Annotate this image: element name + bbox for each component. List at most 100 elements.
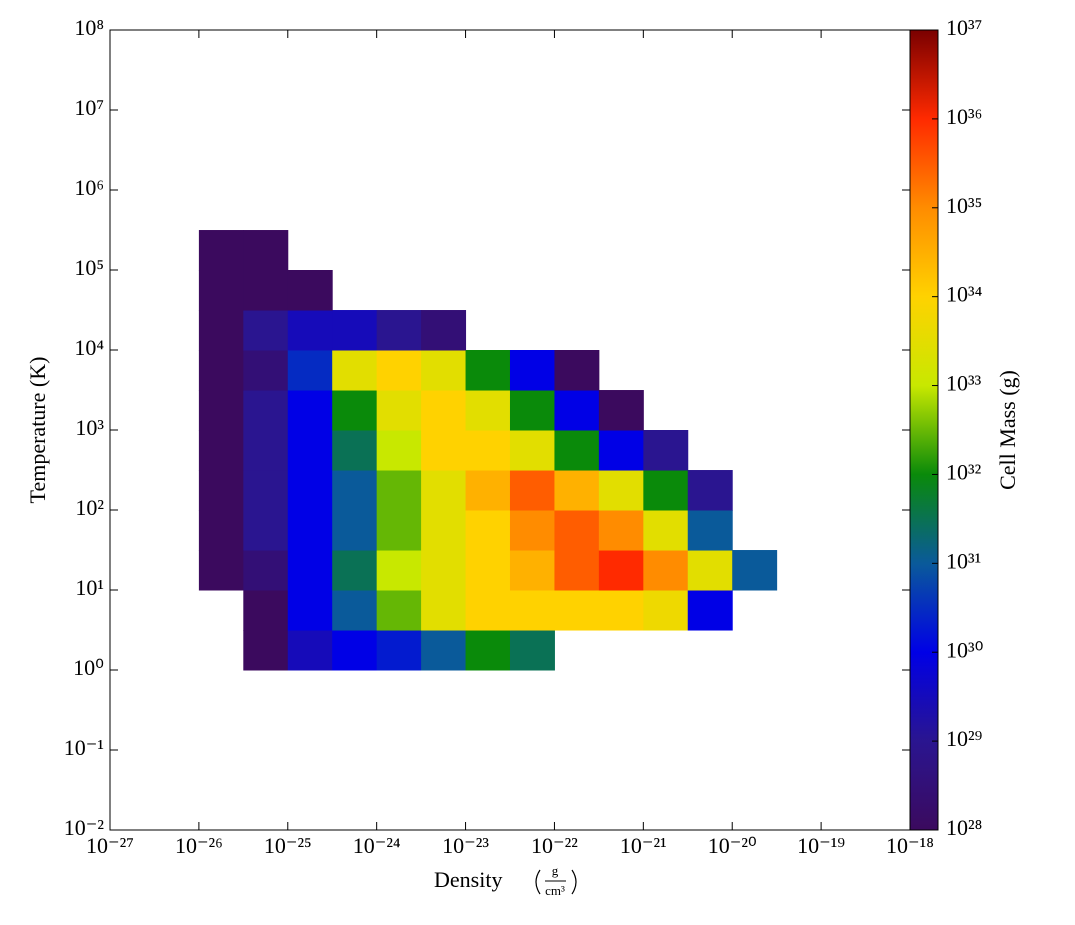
heat-cell — [465, 550, 511, 591]
heat-cell — [598, 390, 644, 431]
heat-cell — [198, 310, 244, 351]
heat-cell — [243, 510, 289, 551]
heat-cell — [687, 470, 733, 511]
y-tick-label: 10⁰ — [73, 655, 104, 680]
heat-cell — [509, 510, 555, 551]
colorbar-tick-label: 10²⁸ — [946, 815, 982, 840]
y-tick-label: 10⁵ — [74, 255, 104, 280]
heat-cell — [287, 630, 333, 671]
heat-cell — [509, 590, 555, 631]
heat-cell — [465, 390, 511, 431]
heat-cell — [287, 390, 333, 431]
heat-cell — [243, 430, 289, 471]
y-tick-label: 10⁻¹ — [64, 735, 104, 760]
y-tick-label: 10² — [75, 495, 104, 520]
heat-cell — [554, 350, 600, 391]
y-tick-label: 10⁻² — [64, 815, 105, 840]
heat-cell — [243, 270, 289, 311]
heat-cell — [598, 590, 644, 631]
heat-cell — [243, 470, 289, 511]
heat-cell — [332, 310, 378, 351]
x-tick-label: 10⁻¹⁸ — [886, 833, 934, 858]
x-axis-label: Density — [434, 867, 502, 892]
heat-cell — [243, 230, 289, 271]
colorbar-tick-label: 10³⁷ — [946, 15, 982, 40]
heat-cell — [287, 590, 333, 631]
heat-cell — [687, 510, 733, 551]
heat-cell — [643, 550, 689, 591]
heat-cell — [332, 470, 378, 511]
heat-cell — [554, 390, 600, 431]
heat-cell — [598, 550, 644, 591]
heat-cell — [598, 470, 644, 511]
heat-cell — [509, 430, 555, 471]
colorbar-label: Cell Mass (g) — [995, 370, 1020, 490]
heat-cell — [421, 430, 467, 471]
heat-cell — [243, 350, 289, 391]
y-tick-label: 10⁶ — [74, 175, 104, 200]
heat-cell — [376, 630, 422, 671]
y-tick-label: 10⁸ — [74, 15, 104, 40]
x-tick-label: 10⁻²⁵ — [264, 833, 312, 858]
heat-cell — [243, 630, 289, 671]
heat-cell — [198, 510, 244, 551]
x-tick-label: 10⁻²⁰ — [708, 833, 757, 858]
heat-cell — [554, 550, 600, 591]
heat-cell — [243, 550, 289, 591]
colorbar-tick-label: 10³⁵ — [946, 193, 982, 218]
heat-cell — [332, 430, 378, 471]
heat-cell — [287, 310, 333, 351]
heat-cell — [243, 390, 289, 431]
heat-cell — [643, 430, 689, 471]
heat-cell — [287, 350, 333, 391]
x-tick-label: 10⁻²⁶ — [175, 833, 223, 858]
x-tick-label: 10⁻²⁴ — [353, 833, 401, 858]
unit-numerator: g — [552, 863, 559, 878]
heat-cell — [687, 590, 733, 631]
heat-cell — [421, 350, 467, 391]
heat-cell — [598, 430, 644, 471]
heat-cell — [243, 590, 289, 631]
heat-cell — [198, 470, 244, 511]
heat-cell — [421, 470, 467, 511]
heat-cell — [376, 550, 422, 591]
paren — [571, 869, 577, 895]
heat-cell — [421, 550, 467, 591]
heat-cell — [421, 390, 467, 431]
heat-cell — [554, 590, 600, 631]
heat-cell — [376, 350, 422, 391]
heat-cell — [421, 310, 467, 351]
x-tick-label: 10⁻²³ — [442, 833, 489, 858]
heat-cell — [376, 310, 422, 351]
x-tick-label: 10⁻²¹ — [620, 833, 667, 858]
heat-cell — [376, 390, 422, 431]
heat-cell — [643, 470, 689, 511]
heat-cell — [465, 350, 511, 391]
heat-cell — [198, 390, 244, 431]
heat-cell — [421, 510, 467, 551]
heat-cell — [509, 350, 555, 391]
heat-cell — [465, 630, 511, 671]
heat-cell — [554, 470, 600, 511]
heat-cell — [465, 430, 511, 471]
y-tick-label: 10¹ — [75, 575, 104, 600]
heat-cell — [376, 430, 422, 471]
heat-cell — [376, 470, 422, 511]
x-tick-label: 10⁻¹⁹ — [797, 833, 845, 858]
heat-cell — [287, 470, 333, 511]
heat-cell — [554, 510, 600, 551]
colorbar — [909, 29, 939, 831]
heat-cell — [509, 550, 555, 591]
heat-cell — [643, 590, 689, 631]
heat-cell — [598, 510, 644, 551]
heat-cell — [287, 550, 333, 591]
heat-cell — [287, 430, 333, 471]
colorbar-tick-label: 10²⁹ — [946, 726, 983, 751]
heat-cell — [509, 390, 555, 431]
heat-cell — [198, 350, 244, 391]
colorbar-tick-label: 10³⁴ — [946, 282, 983, 307]
colorbar-tick-label: 10³¹ — [946, 548, 981, 573]
heat-cell — [732, 550, 778, 591]
y-axis-label: Temperature (K) — [25, 357, 50, 504]
